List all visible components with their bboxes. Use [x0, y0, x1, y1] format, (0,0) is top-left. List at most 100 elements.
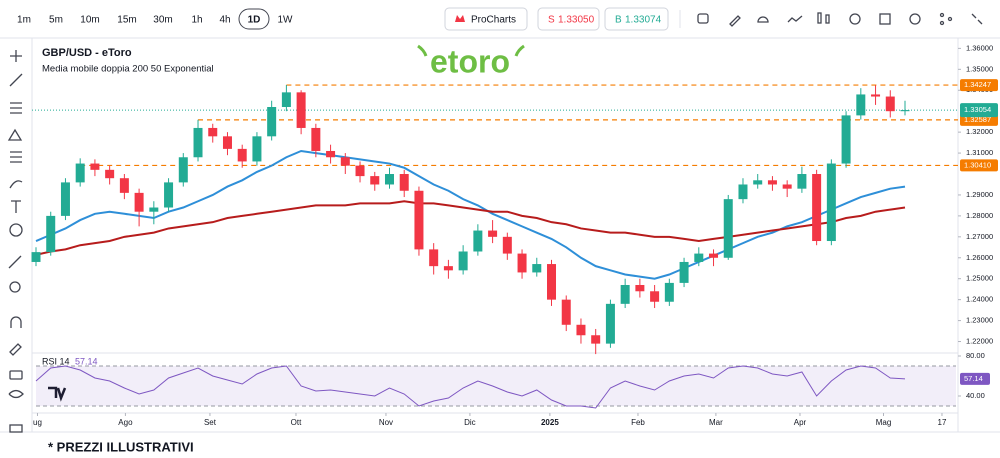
candle-body — [134, 192, 144, 212]
y-tick-label: 1.28000 — [966, 211, 993, 220]
drawing-tools[interactable] — [7, 50, 24, 433]
candle-body — [384, 174, 394, 185]
x-tick-label: Apr — [794, 418, 807, 427]
y-tick-label: 1.26000 — [966, 253, 993, 262]
moving-average — [35, 200, 906, 256]
sell-label[interactable]: S — [548, 15, 555, 26]
rsi-line — [35, 365, 906, 409]
y-tick-label: 1.25000 — [966, 274, 993, 283]
sell-button[interactable] — [537, 7, 600, 31]
toolbar-icons[interactable] — [697, 12, 983, 27]
candle-body — [75, 163, 85, 183]
level-label: 1.32587 — [964, 115, 991, 124]
candle-body — [90, 163, 100, 170]
candle-body — [340, 157, 350, 166]
candle-body — [767, 180, 777, 185]
x-tick-label: ug — [33, 418, 42, 427]
rsi-title: RSI 14 — [42, 356, 70, 366]
candle-body — [650, 291, 660, 302]
candle-body — [738, 184, 748, 200]
x-tick-label: Dic — [464, 418, 476, 427]
candle-body — [502, 236, 512, 254]
x-tick-label: Set — [204, 418, 217, 427]
y-tick-label: 1.29000 — [966, 190, 993, 199]
candle-body — [208, 127, 218, 137]
y-tick-label: 1.27000 — [966, 232, 993, 241]
candle-body — [473, 230, 483, 252]
candle-body — [105, 169, 115, 179]
candle-body — [296, 92, 306, 128]
candle-body — [826, 163, 836, 242]
candle-body — [311, 127, 321, 151]
candle-body — [31, 252, 41, 262]
candle-body — [252, 136, 262, 162]
candle-body — [841, 115, 851, 164]
timeframe-button[interactable]: 10m — [80, 15, 99, 26]
timeframe-button[interactable]: 15m — [117, 15, 136, 26]
candle-body — [620, 284, 630, 304]
candle-body — [326, 150, 336, 158]
candle-body — [119, 178, 129, 193]
level-label: 1.34247 — [964, 80, 991, 89]
procharts-icon — [455, 15, 465, 22]
x-tick-label: Ott — [291, 418, 302, 427]
candle-body — [782, 184, 792, 189]
procharts-button[interactable] — [444, 7, 528, 31]
candle-body — [281, 92, 291, 108]
candle-body — [443, 266, 453, 271]
buy-label[interactable]: B — [615, 15, 622, 26]
candle-body — [488, 230, 498, 237]
level-label: 1.30410 — [964, 160, 991, 169]
rsi-band — [36, 366, 956, 406]
timeframe-button[interactable]: 1m — [17, 15, 31, 26]
timeframe-button[interactable]: 1W — [278, 15, 294, 26]
buy-button[interactable] — [604, 7, 669, 31]
timeframe-button[interactable]: 1h — [191, 15, 202, 26]
timeframe-button[interactable]: 5m — [49, 15, 63, 26]
price-tag — [960, 103, 998, 118]
y-tick-label: 1.36000 — [966, 43, 993, 52]
candle-body — [679, 261, 689, 283]
candle-body — [178, 157, 188, 183]
candle-body — [237, 148, 247, 162]
x-tick-label: Mag — [876, 418, 892, 427]
buy-price[interactable]: 1.33074 — [625, 15, 662, 26]
price-label: 1.33054 — [964, 105, 991, 114]
candle-body — [149, 207, 159, 212]
sell-price[interactable]: 1.33050 — [558, 15, 595, 26]
candle-body — [709, 253, 719, 258]
candle-body — [856, 94, 866, 116]
timeframe-button[interactable]: 30m — [153, 15, 172, 26]
candle-body — [635, 284, 645, 292]
candle-body — [753, 180, 763, 185]
timeframe-selected[interactable] — [238, 8, 270, 30]
candle-body — [532, 264, 542, 273]
candle-body — [164, 182, 174, 208]
y-tick-label: 1.32000 — [966, 127, 993, 136]
x-tick-label: Mar — [709, 418, 723, 427]
x-tick-label: Feb — [631, 418, 645, 427]
x-tick-label: Nov — [379, 418, 393, 427]
y-tick-label: 1.23000 — [966, 316, 993, 325]
candle-body — [797, 174, 807, 189]
candle-body — [576, 324, 586, 336]
candle-body — [664, 282, 674, 302]
x-tick-label: 17 — [938, 418, 947, 427]
candle-body — [429, 249, 439, 267]
procharts-label[interactable]: ProCharts — [471, 15, 516, 26]
candle-body — [517, 253, 527, 273]
candle-body — [414, 190, 424, 250]
candle-body — [900, 110, 910, 112]
rsi-tick-label: 40.00 — [966, 391, 985, 400]
y-tick-label: 1.22000 — [966, 337, 993, 346]
moving-average — [35, 149, 906, 280]
timeframe-button[interactable]: 1D — [248, 15, 261, 26]
candle-body — [885, 96, 895, 112]
candle-body — [591, 335, 601, 344]
candle-body — [355, 165, 365, 177]
candle-body — [46, 215, 56, 253]
candle-body — [723, 199, 733, 258]
timeframe-button[interactable]: 4h — [219, 15, 230, 26]
logo-horns — [417, 44, 525, 57]
